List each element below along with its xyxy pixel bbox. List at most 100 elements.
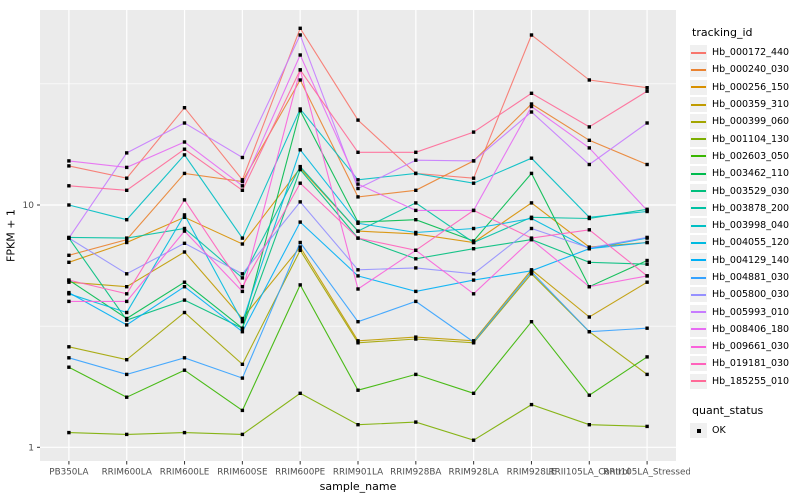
data-point <box>240 272 245 276</box>
data-point <box>240 188 245 192</box>
data-point <box>645 424 649 429</box>
data-point <box>356 221 360 225</box>
data-point <box>298 107 302 111</box>
legend-entry-Hb_008406_180: Hb_008406_180 <box>690 321 800 338</box>
data-point <box>587 162 591 167</box>
data-point <box>182 215 187 219</box>
data-point <box>587 315 591 319</box>
data-point <box>67 356 71 360</box>
data-point <box>67 365 71 369</box>
legend-entry-Hb_003998_040: Hb_003998_040 <box>690 217 800 234</box>
data-point <box>125 285 129 289</box>
data-point <box>471 176 476 180</box>
legend-color-line <box>691 190 706 193</box>
data-point <box>356 195 360 199</box>
data-point <box>645 208 649 213</box>
legend-color-line <box>691 224 706 227</box>
legend-color-line <box>691 68 706 71</box>
data-point <box>471 181 476 185</box>
legend-color-line <box>691 276 706 279</box>
x-tick-label: RRIM600SE <box>217 468 267 478</box>
data-point <box>529 226 534 231</box>
data-point <box>298 167 302 172</box>
data-point <box>414 248 418 252</box>
data-point <box>529 102 534 106</box>
data-point <box>240 432 245 437</box>
data-point <box>125 240 129 245</box>
data-point <box>587 393 591 397</box>
data-point <box>645 240 649 245</box>
data-point <box>645 262 649 266</box>
legend-color-line <box>691 51 706 54</box>
data-point <box>529 201 534 205</box>
data-point <box>587 228 591 232</box>
data-point <box>125 358 129 362</box>
legend-key-swatch <box>690 200 707 216</box>
legend-color-line <box>691 259 706 262</box>
legend-entry-Hb_003462_110: Hb_003462_110 <box>690 165 800 182</box>
data-point <box>182 368 187 372</box>
legend-point-marker <box>696 428 701 433</box>
data-point <box>125 176 129 180</box>
data-point <box>240 184 245 188</box>
legend-key-swatch <box>690 287 707 303</box>
legend-key-swatch <box>690 45 707 61</box>
data-point <box>67 280 71 284</box>
data-point <box>125 236 129 240</box>
data-point <box>356 388 360 392</box>
data-point <box>356 274 360 278</box>
data-point <box>67 278 71 282</box>
data-point <box>587 78 591 82</box>
data-point <box>125 218 129 222</box>
x-tick-label: RRII105LA_Control <box>549 468 631 478</box>
data-point <box>298 283 302 287</box>
data-point <box>471 292 476 296</box>
legend-color-line <box>691 207 706 210</box>
legend-label: Hb_019181_030 <box>712 358 790 370</box>
legend-color-line <box>691 120 706 123</box>
data-point <box>182 356 187 360</box>
data-point <box>67 203 71 207</box>
data-point <box>587 215 591 219</box>
legend-key-swatch <box>690 270 707 285</box>
data-point <box>356 118 360 122</box>
legend-entry-Hb_000399_060: Hb_000399_060 <box>690 113 800 130</box>
legend-color-line <box>691 155 706 158</box>
legend-color-line <box>691 241 706 244</box>
data-point <box>182 140 187 144</box>
legend-label: Hb_185255_010 <box>712 375 790 387</box>
legend-key-swatch <box>690 235 707 251</box>
data-point <box>356 236 360 240</box>
data-point <box>182 280 187 284</box>
data-point <box>298 240 302 245</box>
legend-entry-Hb_000256_150: Hb_000256_150 <box>690 79 800 96</box>
data-point <box>240 242 245 246</box>
data-point <box>125 292 129 296</box>
legend-key-swatch <box>690 356 707 372</box>
legend-key-swatch <box>690 373 707 389</box>
data-point <box>356 423 360 427</box>
legend-entry-Hb_003529_030: Hb_003529_030 <box>690 182 800 199</box>
legend-key-swatch <box>690 252 707 268</box>
data-point <box>529 110 534 114</box>
data-point <box>356 178 360 182</box>
data-point <box>471 159 476 163</box>
legend-label: Hb_004129_140 <box>712 254 790 266</box>
data-point <box>645 89 649 93</box>
legend-label: Hb_005800_030 <box>712 289 790 301</box>
legend-entry-Hb_004129_140: Hb_004129_140 <box>690 252 800 269</box>
data-point <box>356 320 360 324</box>
data-point <box>125 272 129 276</box>
data-point <box>587 246 591 250</box>
data-point <box>182 310 187 315</box>
data-point <box>182 121 187 125</box>
x-tick-label: RRIM928LA <box>448 468 498 478</box>
legend-key-swatch <box>690 114 707 130</box>
data-point <box>67 253 71 257</box>
data-point <box>356 341 360 345</box>
data-point <box>414 257 418 261</box>
data-point <box>414 230 418 235</box>
data-point <box>529 91 534 95</box>
data-point <box>471 208 476 213</box>
legend-label: Hb_004055_120 <box>712 237 790 249</box>
